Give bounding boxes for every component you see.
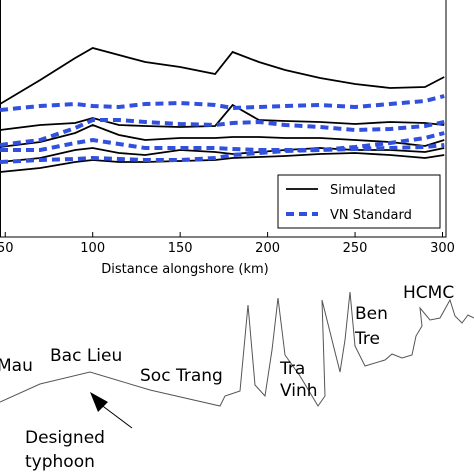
x-tick-label: 300 xyxy=(430,241,455,256)
x-tick-label: 250 xyxy=(343,241,368,256)
place-label: HCMC xyxy=(403,283,454,303)
x-axis-label: Distance alongshore (km) xyxy=(101,262,269,277)
plot: 50 100 150 200 250 300 Distance alongshore (km… xyxy=(0,0,455,277)
series-line xyxy=(0,143,445,164)
typhoon-label: typhoon xyxy=(25,452,95,472)
legend-box xyxy=(277,174,441,229)
series-line xyxy=(0,103,445,131)
place-label: Soc Trang xyxy=(140,366,223,386)
plot-frame xyxy=(0,0,447,238)
coastline xyxy=(0,291,474,407)
series-line xyxy=(0,124,445,148)
typhoon-arrow-head xyxy=(90,392,108,412)
typhoon-label: Designed xyxy=(25,428,105,448)
place-label: Tra xyxy=(279,359,305,379)
x-tick-label: 150 xyxy=(168,241,193,256)
series-line xyxy=(0,94,445,112)
legend-label: Simulated xyxy=(330,183,396,198)
place-label: Vinh xyxy=(280,381,318,401)
place-label: Ben xyxy=(355,304,388,324)
legend: Simulated VN Standard xyxy=(277,174,441,229)
series-line xyxy=(0,152,445,173)
series-line xyxy=(0,118,445,147)
x-tick-label: 50 xyxy=(0,241,14,256)
place-label: Mau xyxy=(0,356,33,376)
place-label: Bac Lieu xyxy=(50,346,122,366)
x-tick-label: 200 xyxy=(255,241,280,256)
legend-label: VN Standard xyxy=(330,208,412,223)
series-line xyxy=(0,47,445,105)
series-line xyxy=(0,147,445,163)
place-label: Tre xyxy=(354,329,380,349)
x-tick-label: 100 xyxy=(80,241,105,256)
map: Mau Bac Lieu Soc Trang Tra Vinh Ben Tre … xyxy=(0,283,474,472)
series-line xyxy=(0,131,445,152)
typhoon-arrow xyxy=(99,403,133,429)
